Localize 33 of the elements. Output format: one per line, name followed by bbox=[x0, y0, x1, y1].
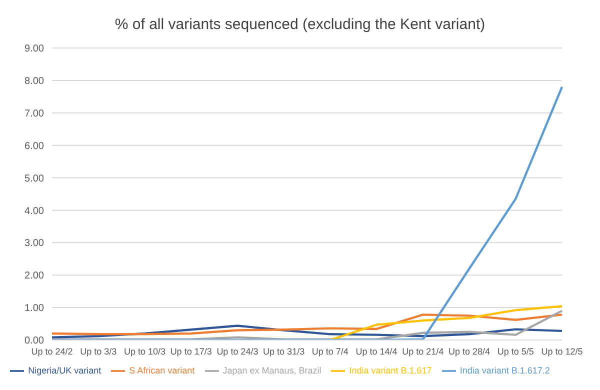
line-series bbox=[50, 314, 564, 336]
x-tick-label: Up to 7/4 bbox=[312, 346, 348, 356]
x-tick-label: Up to 28/4 bbox=[448, 346, 490, 356]
x-tick-label: Up to 21/4 bbox=[402, 346, 444, 356]
legend-label: Japan ex Manaus, Brazil bbox=[222, 365, 322, 376]
y-tick-label: 3.00 bbox=[24, 238, 44, 250]
x-tick-label: Up to 3/3 bbox=[80, 346, 117, 356]
x-tick-label: Up to 14/4 bbox=[356, 346, 398, 356]
y-tick-label: 1.00 bbox=[24, 303, 44, 314]
y-tick-label: 4.00 bbox=[24, 206, 44, 217]
line-series bbox=[329, 305, 564, 340]
y-tick-label: 2.00 bbox=[24, 270, 44, 282]
x-tick-label: Up to 10/3 bbox=[124, 346, 166, 356]
x-tick-label: Up to 5/5 bbox=[497, 346, 534, 356]
y-tick-label: 0.00 bbox=[24, 336, 44, 347]
line-series bbox=[50, 324, 564, 339]
x-tick-label: Up to 31/3 bbox=[263, 346, 305, 356]
y-tick-label: 7.00 bbox=[24, 108, 44, 120]
x-tick-label: Up to 17/3 bbox=[170, 346, 212, 356]
y-tick-label: 6.00 bbox=[24, 140, 44, 152]
x-tick-label: Up to 24/2 bbox=[31, 346, 73, 356]
legend-label: Nigeria/UK variant bbox=[28, 365, 102, 376]
x-tick-label: Up to 12/5 bbox=[541, 346, 583, 356]
legend-label: S African variant bbox=[129, 365, 195, 376]
legend-label: India variant B.1.617 bbox=[349, 365, 432, 376]
x-tick-label: Up to 24/3 bbox=[216, 346, 258, 356]
y-tick-label: 9.00 bbox=[24, 44, 44, 55]
legend-label: India variant B.1.617.2 bbox=[460, 365, 550, 376]
line-series bbox=[50, 310, 564, 340]
y-tick-label: 8.00 bbox=[24, 76, 44, 87]
y-tick-label: 5.00 bbox=[24, 173, 44, 184]
chart-title: % of all variants sequenced (excluding the Kent variant) bbox=[114, 15, 486, 35]
line-series bbox=[50, 86, 564, 340]
